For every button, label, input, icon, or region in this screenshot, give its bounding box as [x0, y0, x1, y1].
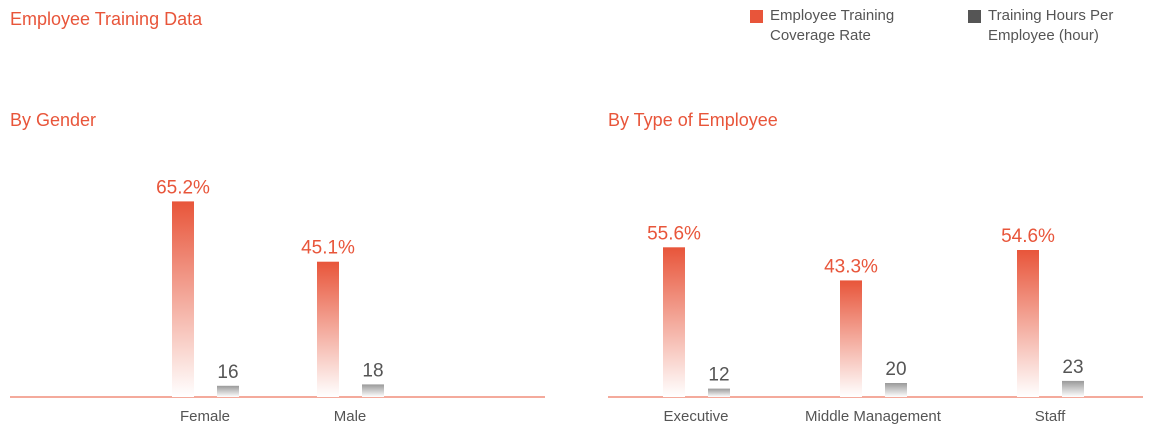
series: 55.6% 43.3% 54.6%	[647, 223, 1055, 397]
value-label: 54.6%	[1001, 226, 1055, 247]
chart-subtitle: By Gender	[10, 110, 96, 130]
value-label: 12	[708, 365, 729, 386]
x-tick-label: Executive	[663, 408, 728, 425]
x-tick-label: Middle Management	[805, 408, 942, 425]
x-tick-label: Female	[180, 408, 230, 425]
bar	[663, 247, 685, 397]
value-label: 18	[362, 360, 383, 381]
value-label: 43.3%	[824, 256, 878, 277]
series: 16 18	[217, 360, 384, 397]
legend-item: Training Hours Per Employee (hour)	[968, 6, 1148, 46]
bar	[317, 261, 339, 397]
x-tick-label: Staff	[1035, 408, 1066, 425]
bar	[840, 280, 862, 397]
bar	[1062, 380, 1084, 397]
x-tick-label: Male	[334, 408, 367, 425]
legend-label: Employee Training Coverage Rate	[770, 7, 895, 44]
bar	[217, 385, 239, 397]
bar	[362, 384, 384, 397]
value-label: 16	[217, 362, 238, 383]
legend-swatch	[750, 10, 763, 23]
legend-label: Training Hours Per Employee (hour)	[988, 7, 1114, 44]
value-label: 55.6%	[647, 223, 701, 244]
bar	[172, 201, 194, 397]
value-label: 65.2%	[156, 177, 210, 198]
series: 12 20 23	[708, 357, 1084, 397]
legend-swatch	[968, 10, 981, 23]
page-title: Employee Training Data	[10, 9, 203, 29]
value-label: 23	[1062, 357, 1083, 378]
bar	[1017, 250, 1039, 397]
value-label: 45.1%	[301, 238, 355, 259]
legend-item: Employee Training Coverage Rate	[750, 6, 930, 46]
bar	[885, 383, 907, 397]
series: 65.2% 45.1%	[156, 177, 355, 397]
value-label: 20	[885, 359, 906, 380]
bar	[708, 388, 730, 397]
chart-subtitle: By Type of Employee	[608, 110, 778, 130]
